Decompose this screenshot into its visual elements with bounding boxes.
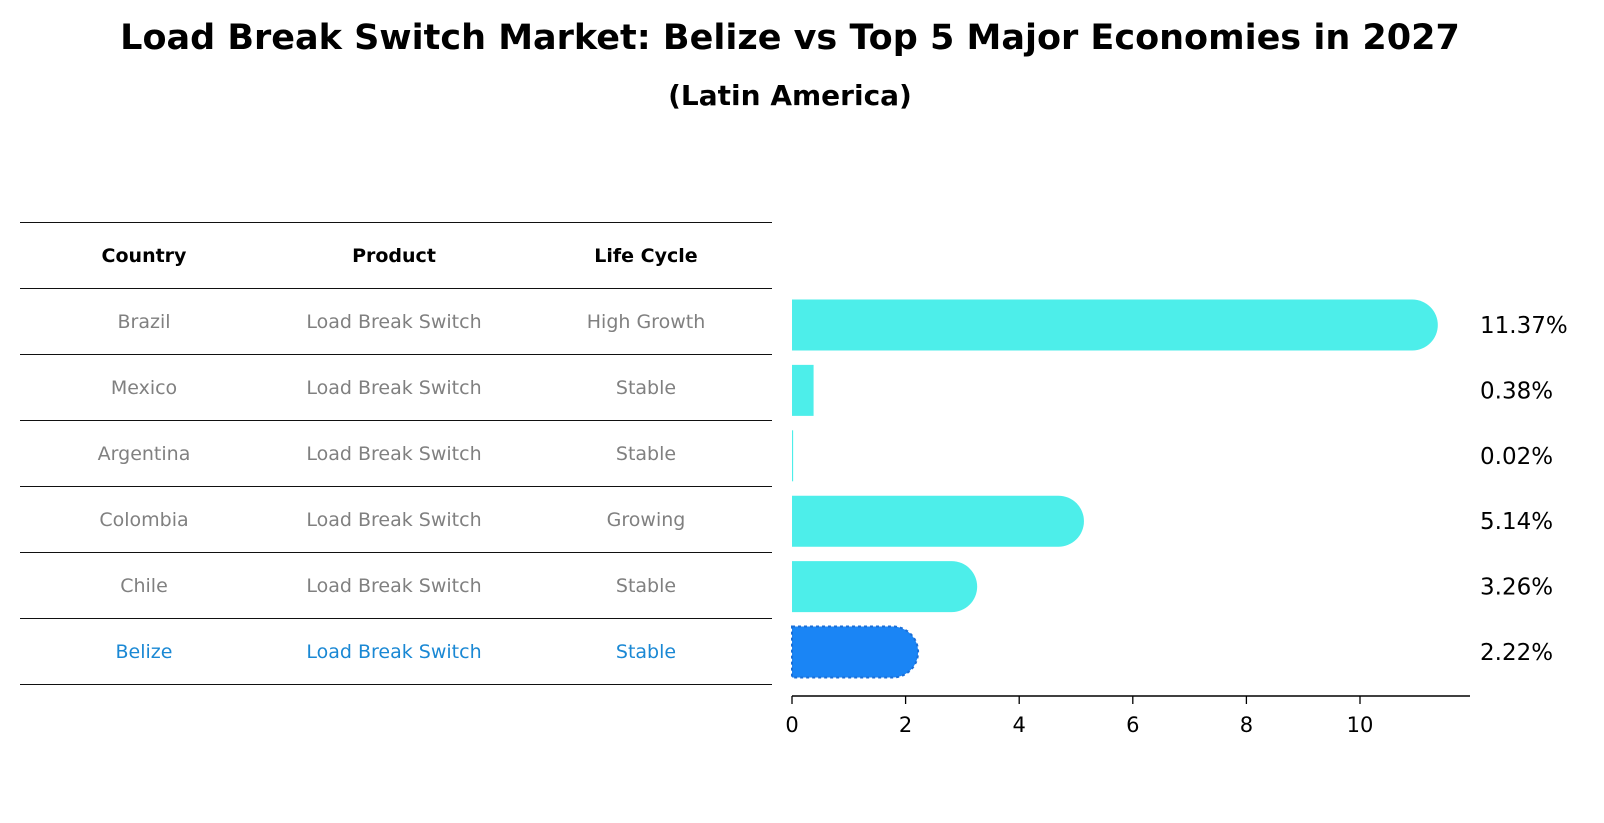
- life-cycle-cell: Stable: [615, 640, 677, 663]
- product-cell: Load Break Switch: [306, 640, 482, 663]
- country-cell: Argentina: [97, 442, 191, 465]
- bar-chile: [792, 561, 978, 613]
- chart-subtitle: (Latin America): [668, 79, 912, 112]
- country-cell: Brazil: [117, 310, 171, 333]
- table-row-highlighted: Belize Load Break Switch Stable: [20, 618, 772, 685]
- table-row: Mexico Load Break Switch Stable: [20, 354, 772, 420]
- bar-brazil: [792, 299, 1438, 351]
- bar-argentina: [792, 430, 794, 482]
- x-tick-label: 6: [1126, 713, 1139, 737]
- x-tick-label: 10: [1347, 713, 1374, 737]
- product-cell: Load Break Switch: [306, 376, 482, 399]
- header-life-cycle: Life Cycle: [594, 244, 698, 267]
- country-cell: Chile: [120, 574, 168, 597]
- x-tick-label: 2: [899, 713, 912, 737]
- product-cell: Load Break Switch: [306, 310, 482, 333]
- x-tick-label: 8: [1240, 713, 1253, 737]
- bar-mexico: [792, 364, 814, 416]
- life-cycle-cell: Stable: [615, 574, 677, 597]
- life-cycle-cell: Stable: [615, 376, 677, 399]
- product-cell: Load Break Switch: [306, 574, 482, 597]
- table-header-row: Country Product Life Cycle: [20, 222, 772, 288]
- table-row: Chile Load Break Switch Stable: [20, 552, 772, 618]
- bar-value-label: 0.02%: [1480, 444, 1553, 470]
- life-cycle-cell: High Growth: [586, 310, 706, 333]
- x-tick-label: 0: [785, 713, 798, 737]
- header-product: Product: [352, 244, 436, 267]
- bar-value-label: 3.26%: [1480, 575, 1553, 601]
- table-row: Colombia Load Break Switch Growing: [20, 486, 772, 552]
- country-cell: Colombia: [99, 508, 189, 531]
- header-country: Country: [101, 244, 187, 267]
- product-cell: Load Break Switch: [306, 442, 482, 465]
- product-cell: Load Break Switch: [306, 508, 482, 531]
- table-row: Argentina Load Break Switch Stable: [20, 420, 772, 486]
- bar-colombia: [792, 495, 1084, 547]
- country-cell: Mexico: [110, 376, 178, 399]
- country-table: Country Product Life Cycle Brazil Load B…: [20, 222, 772, 685]
- life-cycle-cell: Growing: [606, 508, 686, 531]
- country-cell: Belize: [115, 640, 173, 663]
- life-cycle-cell: Stable: [615, 442, 677, 465]
- chart-title: Load Break Switch Market: Belize vs Top …: [120, 18, 1460, 58]
- x-tick-label: 4: [1013, 713, 1026, 737]
- bar-value-label: 11.37%: [1480, 313, 1568, 339]
- bar-value-label: 5.14%: [1480, 509, 1553, 535]
- bar-value-label: 0.38%: [1480, 378, 1553, 404]
- table-row: Brazil Load Break Switch High Growth: [20, 288, 772, 354]
- bar-belize: [791, 625, 920, 679]
- bar-value-label: 2.22%: [1480, 640, 1553, 666]
